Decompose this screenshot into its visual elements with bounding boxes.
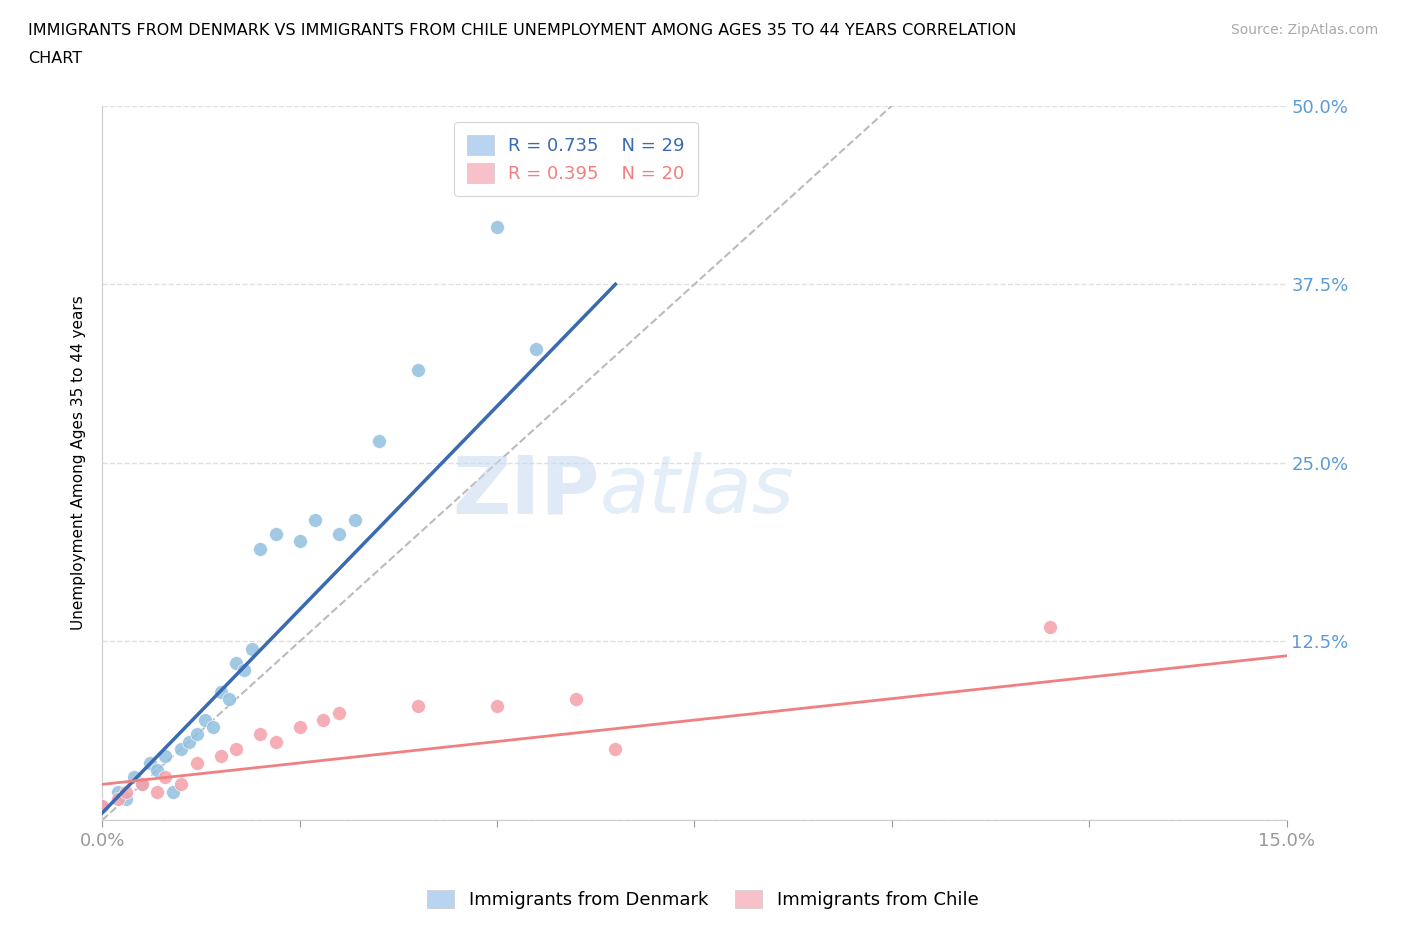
- Point: [146, 763, 169, 777]
- Point: [122, 770, 145, 785]
- Point: [288, 534, 311, 549]
- Text: ZIP: ZIP: [453, 453, 599, 530]
- Point: [328, 706, 350, 721]
- Point: [115, 784, 138, 799]
- Point: [146, 784, 169, 799]
- Text: Source: ZipAtlas.com: Source: ZipAtlas.com: [1230, 23, 1378, 37]
- Point: [209, 749, 232, 764]
- Text: CHART: CHART: [28, 51, 82, 66]
- Point: [155, 770, 177, 785]
- Point: [249, 541, 271, 556]
- Text: atlas: atlas: [599, 453, 794, 530]
- Point: [194, 712, 217, 727]
- Point: [240, 641, 263, 656]
- Point: [565, 691, 588, 706]
- Point: [233, 663, 256, 678]
- Point: [91, 798, 114, 813]
- Point: [264, 734, 287, 749]
- Point: [249, 727, 271, 742]
- Text: IMMIGRANTS FROM DENMARK VS IMMIGRANTS FROM CHILE UNEMPLOYMENT AMONG AGES 35 TO 4: IMMIGRANTS FROM DENMARK VS IMMIGRANTS FR…: [28, 23, 1017, 38]
- Point: [485, 698, 508, 713]
- Point: [485, 219, 508, 234]
- Point: [115, 791, 138, 806]
- Point: [107, 784, 129, 799]
- Point: [131, 777, 153, 791]
- Point: [1039, 619, 1062, 634]
- Point: [155, 749, 177, 764]
- Point: [304, 512, 326, 527]
- Point: [264, 527, 287, 542]
- Legend: R = 0.735    N = 29, R = 0.395    N = 20: R = 0.735 N = 29, R = 0.395 N = 20: [454, 122, 697, 196]
- Point: [201, 720, 224, 735]
- Point: [526, 341, 548, 356]
- Point: [91, 798, 114, 813]
- Point: [343, 512, 366, 527]
- Point: [177, 734, 200, 749]
- Point: [162, 784, 184, 799]
- Point: [107, 791, 129, 806]
- Point: [225, 656, 247, 671]
- Point: [131, 777, 153, 791]
- Point: [406, 698, 429, 713]
- Point: [186, 755, 208, 770]
- Point: [328, 527, 350, 542]
- Point: [367, 434, 389, 449]
- Point: [605, 741, 627, 756]
- Point: [138, 755, 160, 770]
- Point: [225, 741, 247, 756]
- Y-axis label: Unemployment Among Ages 35 to 44 years: Unemployment Among Ages 35 to 44 years: [72, 296, 86, 631]
- Point: [170, 777, 193, 791]
- Point: [170, 741, 193, 756]
- Point: [209, 684, 232, 699]
- Point: [288, 720, 311, 735]
- Point: [186, 727, 208, 742]
- Legend: Immigrants from Denmark, Immigrants from Chile: Immigrants from Denmark, Immigrants from…: [420, 883, 986, 916]
- Point: [312, 712, 335, 727]
- Point: [406, 363, 429, 378]
- Point: [218, 691, 240, 706]
